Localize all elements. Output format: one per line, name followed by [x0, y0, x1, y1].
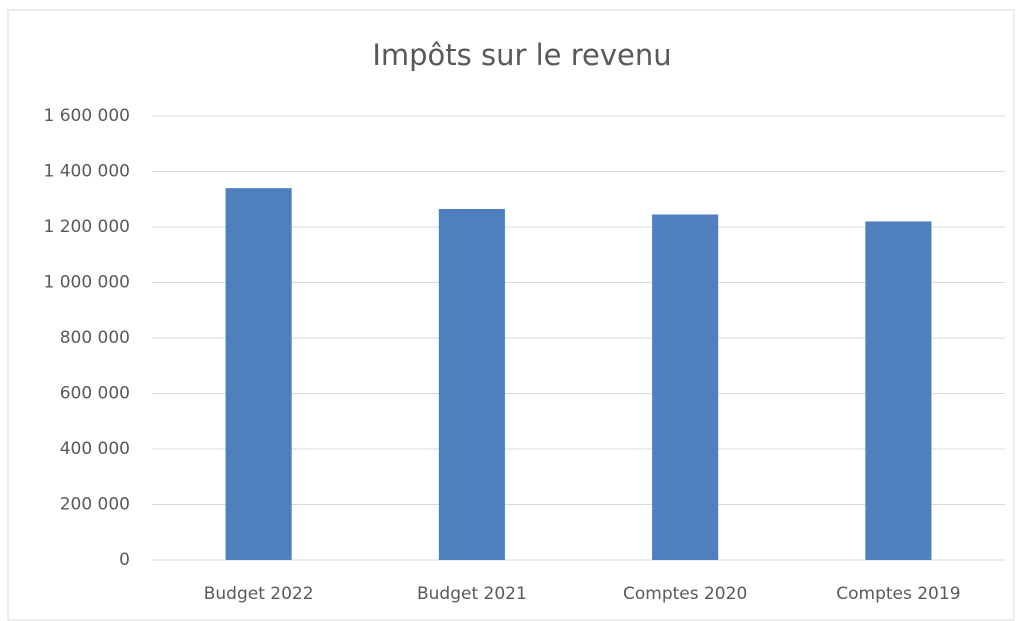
x-tick-label: Budget 2021 [417, 584, 527, 604]
y-tick-label: 1 400 000 [43, 162, 130, 182]
y-tick-label: 400 000 [60, 439, 130, 459]
y-tick-label: 600 000 [60, 384, 130, 404]
y-tick-label: 0 [119, 550, 130, 570]
bar [225, 188, 292, 560]
y-tick-label: 1 200 000 [43, 217, 130, 237]
y-tick-label: 1 600 000 [43, 106, 130, 126]
y-tick-label: 200 000 [60, 495, 130, 515]
chart-title: Impôts sur le revenu [372, 38, 671, 72]
x-tick-label: Comptes 2020 [623, 584, 747, 604]
y-tick-label: 800 000 [60, 328, 130, 348]
x-tick-label: Budget 2022 [204, 584, 314, 604]
x-tick-label: Comptes 2019 [836, 584, 960, 604]
chart-border [7, 9, 1015, 621]
bar [865, 221, 932, 560]
bar [652, 214, 719, 560]
y-tick-label: 1 000 000 [43, 273, 130, 293]
bar [438, 208, 505, 560]
